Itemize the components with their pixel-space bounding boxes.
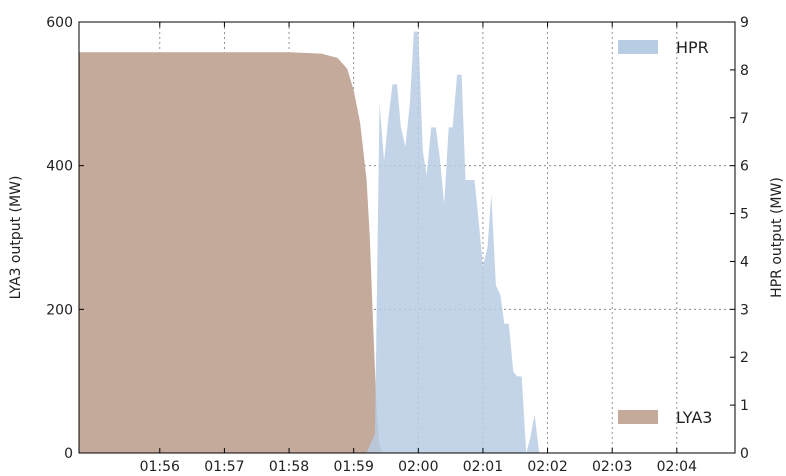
legend-label-hpr: HPR bbox=[676, 38, 709, 57]
x-tick-label: 01:57 bbox=[204, 459, 244, 475]
y-tick-label-right: 9 bbox=[740, 15, 749, 31]
area-hpr bbox=[366, 31, 578, 453]
y-tick-label-right: 4 bbox=[740, 254, 749, 270]
legend-swatch-lya3 bbox=[618, 410, 658, 424]
legends: LYA3 HPR bbox=[618, 38, 712, 427]
y-tick-label-right: 7 bbox=[740, 111, 749, 127]
legend-label-lya3: LYA3 bbox=[676, 408, 712, 427]
y-tick-label-left: 200 bbox=[46, 302, 73, 318]
x-tick-label: 02:04 bbox=[657, 459, 697, 475]
plot-areas bbox=[79, 31, 578, 453]
y-tick-label-left: 0 bbox=[64, 446, 73, 462]
x-tick-label: 02:01 bbox=[463, 459, 503, 475]
axes: 01:56 01:57 01:58 01:59 02:00 02:01 02:02 02:03… bbox=[46, 15, 749, 475]
x-tick-label: 01:58 bbox=[269, 459, 309, 475]
legend-swatch-hpr bbox=[618, 40, 658, 54]
y-tick-label-left: 400 bbox=[46, 159, 73, 175]
y-tick-label-right: 8 bbox=[740, 63, 749, 79]
x-tick-label: 02:00 bbox=[398, 459, 438, 475]
y-tick-label-right: 5 bbox=[740, 207, 749, 223]
x-tick-label: 01:59 bbox=[334, 459, 374, 475]
y-tick-label-left: 600 bbox=[46, 15, 73, 31]
y-axis-left-label: LYA3 output (MW) bbox=[8, 176, 24, 300]
y-tick-label-right: 6 bbox=[740, 159, 749, 175]
y-tick-label-right: 0 bbox=[740, 446, 749, 462]
y-axis-right-label: HPR output (MW) bbox=[769, 177, 785, 298]
y-tick-label-right: 2 bbox=[740, 350, 749, 366]
x-tick-label: 02:02 bbox=[527, 459, 567, 475]
y-tick-label-right: 3 bbox=[740, 302, 749, 318]
area-lya3 bbox=[79, 52, 383, 453]
x-tick-label: 02:03 bbox=[592, 459, 632, 475]
plot-frame bbox=[78, 21, 736, 454]
x-tick-label: 01:56 bbox=[140, 459, 180, 475]
y-tick-label-right: 1 bbox=[740, 398, 749, 414]
